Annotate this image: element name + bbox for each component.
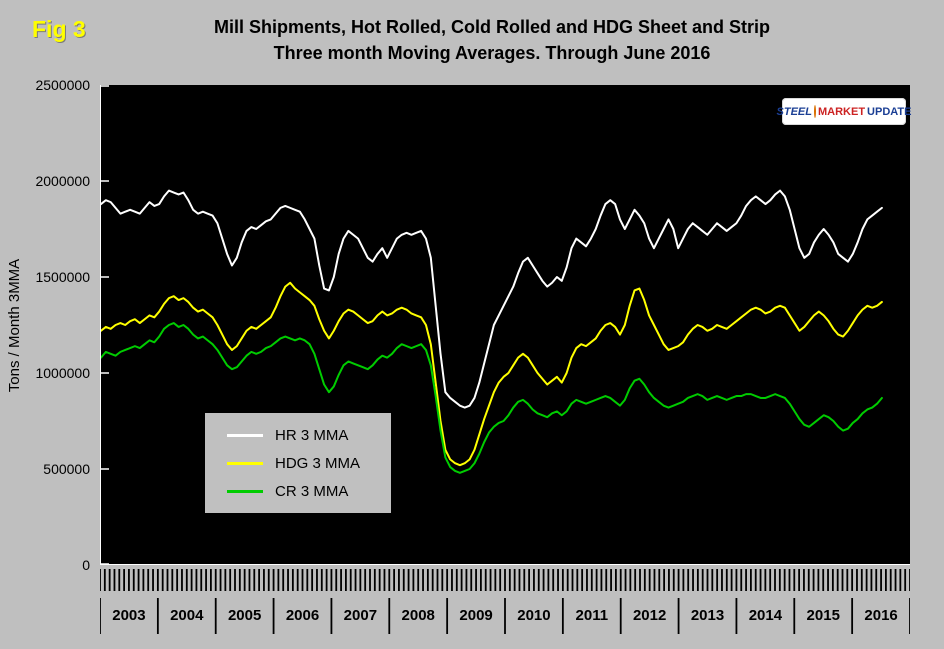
year-label: 2007	[343, 607, 378, 624]
figure-number-label: Fig 3	[32, 16, 86, 42]
year-label: 2013	[690, 607, 725, 624]
y-tick-label: 0	[82, 557, 90, 573]
y-tick-label: 2500000	[35, 77, 90, 93]
hr-line-swatch	[227, 433, 263, 437]
y-tick-label: 500000	[43, 461, 90, 477]
year-label: 2008	[401, 607, 435, 624]
y-axis-tick-labels: 2500000 2000000 1500000 1000000 500000 0	[0, 0, 94, 649]
year-label: 2004	[170, 607, 204, 624]
year-label: 2003	[112, 607, 146, 624]
year-label: 2012	[632, 607, 667, 624]
cr-line-swatch	[227, 489, 263, 493]
logo-word-market: MARKET	[817, 105, 866, 118]
year-label: 2011	[575, 607, 609, 624]
steel-market-update-logo: STEEL MARKET UPDATE	[777, 98, 911, 125]
chart-title-line-2: Three month Moving Averages. Through Jun…	[273, 43, 711, 63]
logo-word-update: UPDATE	[867, 105, 912, 118]
hdg-line-swatch	[227, 461, 263, 465]
legend-label-hr: HR 3 MMA	[275, 426, 349, 444]
year-label: 2005	[227, 607, 262, 624]
legend-item-hr: HR 3 MMA	[227, 427, 391, 444]
logo-orange-globe-icon	[813, 105, 816, 118]
y-tick-label: 1000000	[35, 365, 90, 381]
year-label: 2014	[748, 607, 783, 624]
chart-title: Mill Shipments, Hot Rolled, Cold Rolled …	[60, 14, 924, 66]
legend-label-cr: CR 3 MMA	[275, 482, 349, 500]
x-axis-year-ticks	[100, 598, 910, 634]
y-tick-label: 2000000	[35, 173, 90, 189]
chart-title-line-1: Mill Shipments, Hot Rolled, Cold Rolled …	[213, 17, 771, 37]
year-label: 2009	[459, 607, 493, 624]
year-label: 2010	[517, 607, 551, 624]
x-axis-year-band: 2003 2004 2005 2006 2007 2008 2009 2010 …	[100, 594, 910, 638]
chart-canvas	[101, 85, 883, 565]
legend-item-cr: CR 3 MMA	[227, 483, 391, 500]
y-tick-label: 1500000	[35, 269, 90, 285]
x-axis-month-ticks	[100, 569, 910, 591]
x-axis-year-labels: 2003 2004 2005 2006 2007 2008 2009 2010 …	[100, 594, 910, 638]
legend-label-hdg: HDG 3 MMA	[275, 454, 361, 472]
logo-word-steel: STEEL	[776, 105, 812, 118]
legend-item-hdg: HDG 3 MMA	[227, 455, 391, 472]
year-label: 2015	[806, 607, 840, 624]
year-label: 2006	[285, 607, 320, 624]
legend: HR 3 MMA HDG 3 MMA CR 3 MMA	[205, 413, 391, 513]
year-label: 2016	[864, 607, 898, 624]
